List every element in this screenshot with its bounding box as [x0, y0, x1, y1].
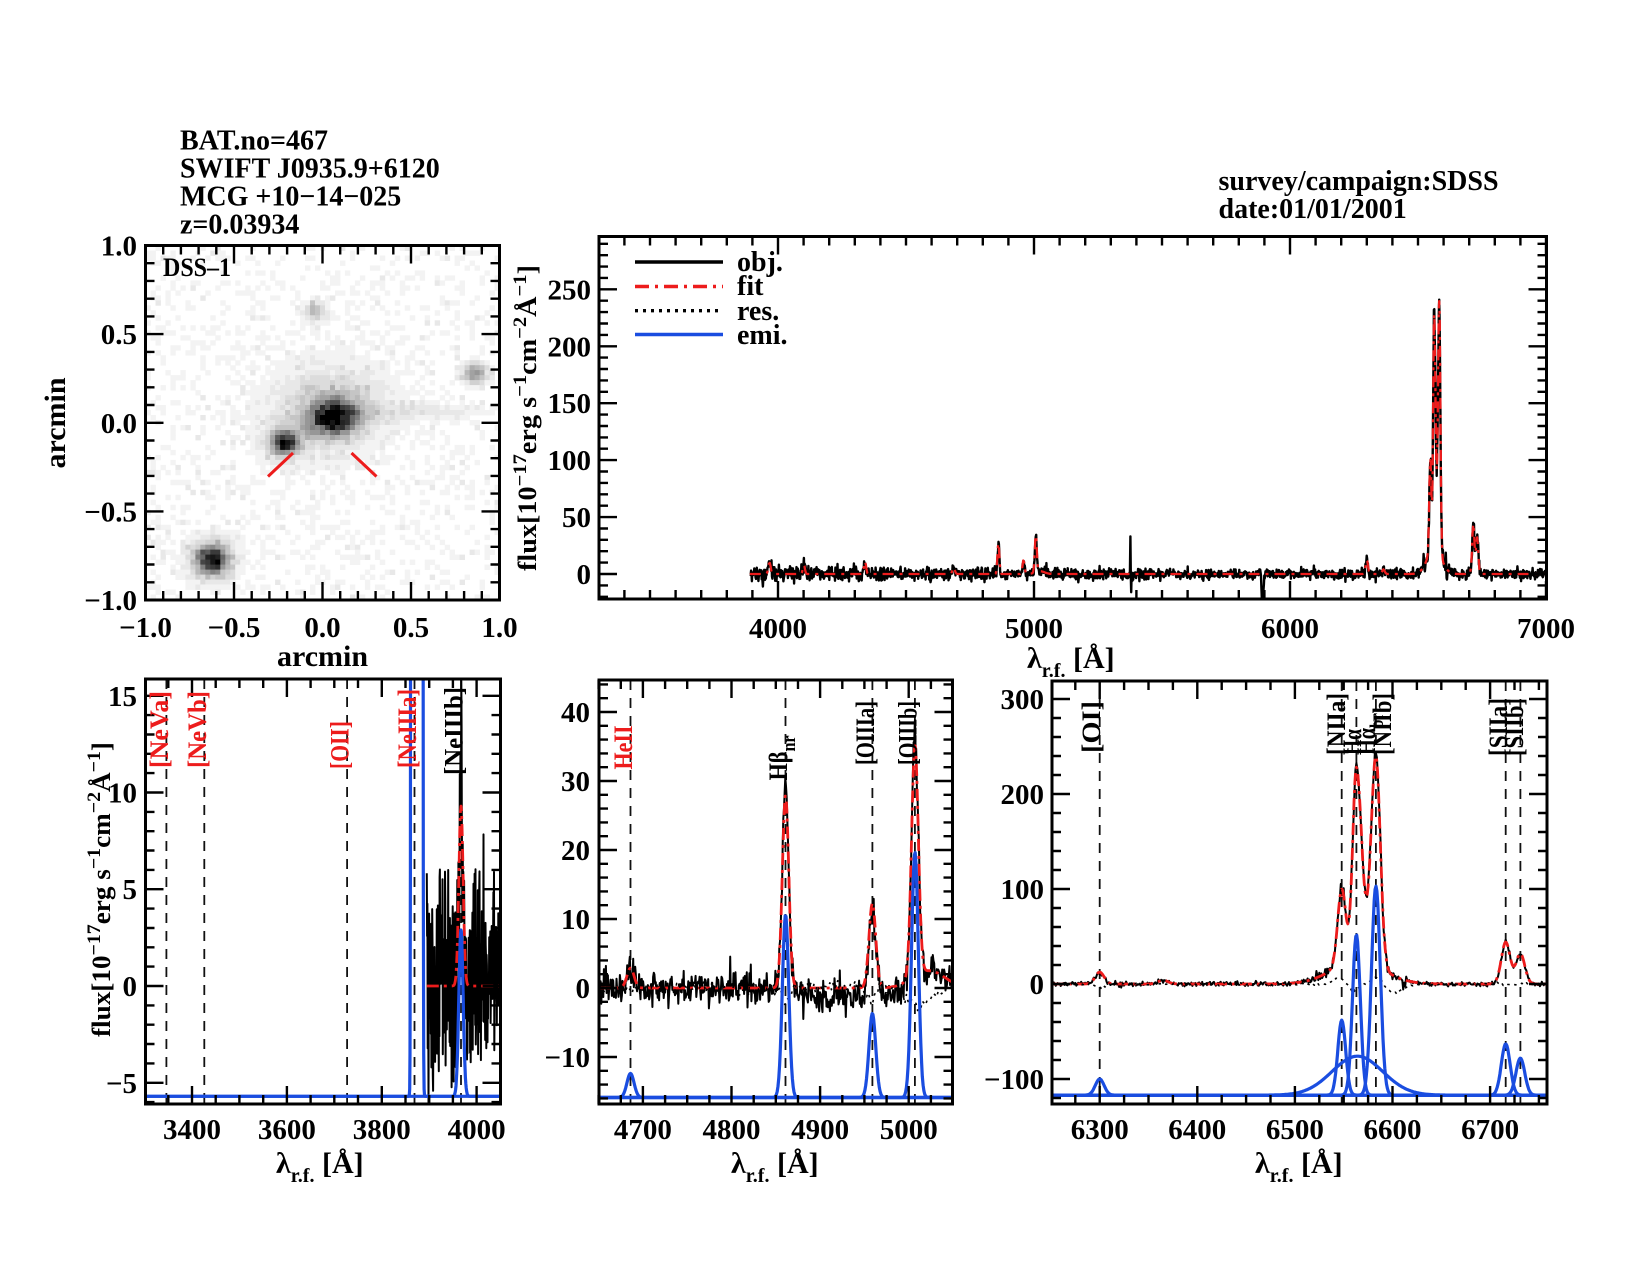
svg-text:[OI]: [OI]	[1077, 701, 1106, 753]
svg-text:5000: 5000	[880, 1114, 938, 1146]
svg-text:DSS–1: DSS–1	[163, 253, 231, 282]
svg-text:7000: 7000	[1517, 613, 1575, 645]
svg-text:0: 0	[123, 971, 138, 1003]
svg-text:6500: 6500	[1266, 1114, 1324, 1146]
svg-text:emi.: emi.	[737, 320, 788, 351]
svg-text:[OII]: [OII]	[326, 721, 355, 769]
svg-text:MCG +10−14−025: MCG +10−14−025	[180, 182, 401, 213]
svg-text:[OIIIa]: [OIIIa]	[851, 701, 880, 765]
svg-text:250: 250	[548, 274, 592, 306]
svg-text:6700: 6700	[1461, 1114, 1519, 1146]
svg-text:50: 50	[562, 502, 591, 534]
svg-text:1.0: 1.0	[101, 231, 137, 263]
svg-text:[OIIIb]: [OIIIb]	[893, 701, 922, 765]
svg-text:30: 30	[561, 766, 590, 798]
svg-text:flux[10−17erg s−1cm−2Å−1]: flux[10−17erg s−1cm−2Å−1]	[84, 742, 116, 1037]
svg-text:0: 0	[576, 973, 591, 1005]
svg-text:−10: −10	[544, 1042, 590, 1074]
svg-text:4700: 4700	[614, 1114, 672, 1146]
svg-text:15: 15	[108, 681, 137, 713]
svg-text:fit: fit	[737, 271, 764, 302]
svg-text:HeII: HeII	[609, 726, 638, 770]
svg-text:res.: res.	[737, 296, 779, 327]
svg-text:Hα: Hα	[1338, 729, 1367, 755]
svg-text:−1.0: −1.0	[84, 585, 137, 617]
svg-text:4800: 4800	[703, 1114, 761, 1146]
svg-text:0.5: 0.5	[393, 612, 429, 644]
svg-text:−5: −5	[106, 1068, 137, 1100]
svg-text:[NeVb]: [NeVb]	[183, 691, 212, 768]
svg-text:300: 300	[1001, 684, 1045, 716]
svg-text:survey/campaign:SDSS: survey/campaign:SDSS	[1219, 166, 1499, 197]
svg-text:−0.5: −0.5	[208, 612, 261, 644]
svg-text:arcmin: arcmin	[277, 640, 368, 673]
svg-text:SWIFT J0935.9+6120: SWIFT J0935.9+6120	[180, 154, 440, 185]
svg-text:200: 200	[1001, 779, 1045, 811]
svg-text:[NIIa]: [NIIa]	[1322, 693, 1351, 755]
svg-text:4000: 4000	[448, 1114, 506, 1146]
svg-text:5: 5	[123, 874, 138, 906]
svg-text:3400: 3400	[163, 1114, 221, 1146]
svg-text:0: 0	[1030, 969, 1045, 1001]
svg-text:0.0: 0.0	[101, 408, 137, 440]
svg-text:[SIIa]: [SIIa]	[1484, 698, 1513, 756]
svg-text:arcmin: arcmin	[39, 377, 72, 468]
svg-text:20: 20	[561, 835, 590, 867]
svg-text:−100: −100	[984, 1064, 1044, 1096]
svg-text:[NeIIIa]: [NeIIIa]	[393, 689, 422, 768]
svg-text:0.0: 0.0	[304, 612, 340, 644]
svg-text:[SIIb]: [SIIb]	[1500, 698, 1529, 756]
svg-text:z=0.03934: z=0.03934	[180, 210, 299, 241]
svg-text:5000: 5000	[1005, 613, 1063, 645]
svg-text:date:01/01/2001: date:01/01/2001	[1219, 194, 1407, 225]
svg-text:λr.f. [Å]: λr.f. [Å]	[1255, 1147, 1343, 1187]
svg-text:150: 150	[548, 388, 592, 420]
svg-text:6000: 6000	[1261, 613, 1319, 645]
svg-text:100: 100	[1001, 874, 1045, 906]
svg-text:0: 0	[577, 559, 592, 591]
svg-text:4000: 4000	[749, 613, 807, 645]
svg-text:[NeVa]: [NeVa]	[145, 691, 174, 768]
svg-text:3800: 3800	[353, 1114, 411, 1146]
svg-text:200: 200	[548, 331, 592, 363]
svg-text:[NIIb]: [NIIb]	[1368, 693, 1397, 755]
svg-text:obj.: obj.	[737, 247, 783, 278]
svg-text:6400: 6400	[1168, 1114, 1226, 1146]
svg-text:−0.5: −0.5	[84, 496, 137, 528]
svg-text:BAT.no=467: BAT.no=467	[180, 126, 328, 157]
svg-text:6300: 6300	[1071, 1114, 1129, 1146]
svg-text:6600: 6600	[1364, 1114, 1422, 1146]
svg-text:10: 10	[108, 778, 137, 810]
svg-text:3600: 3600	[258, 1114, 316, 1146]
svg-text:4900: 4900	[791, 1114, 849, 1146]
svg-text:[NeIIIb]: [NeIIIb]	[440, 687, 469, 775]
svg-text:10: 10	[561, 904, 590, 936]
svg-text:flux[10−17erg s−1cm−2Å−1]: flux[10−17erg s−1cm−2Å−1]	[510, 265, 542, 571]
svg-text:1.0: 1.0	[481, 612, 517, 644]
svg-text:0.5: 0.5	[101, 319, 137, 351]
svg-text:100: 100	[548, 445, 592, 477]
svg-text:40: 40	[561, 697, 590, 729]
svg-text:−1.0: −1.0	[119, 612, 172, 644]
